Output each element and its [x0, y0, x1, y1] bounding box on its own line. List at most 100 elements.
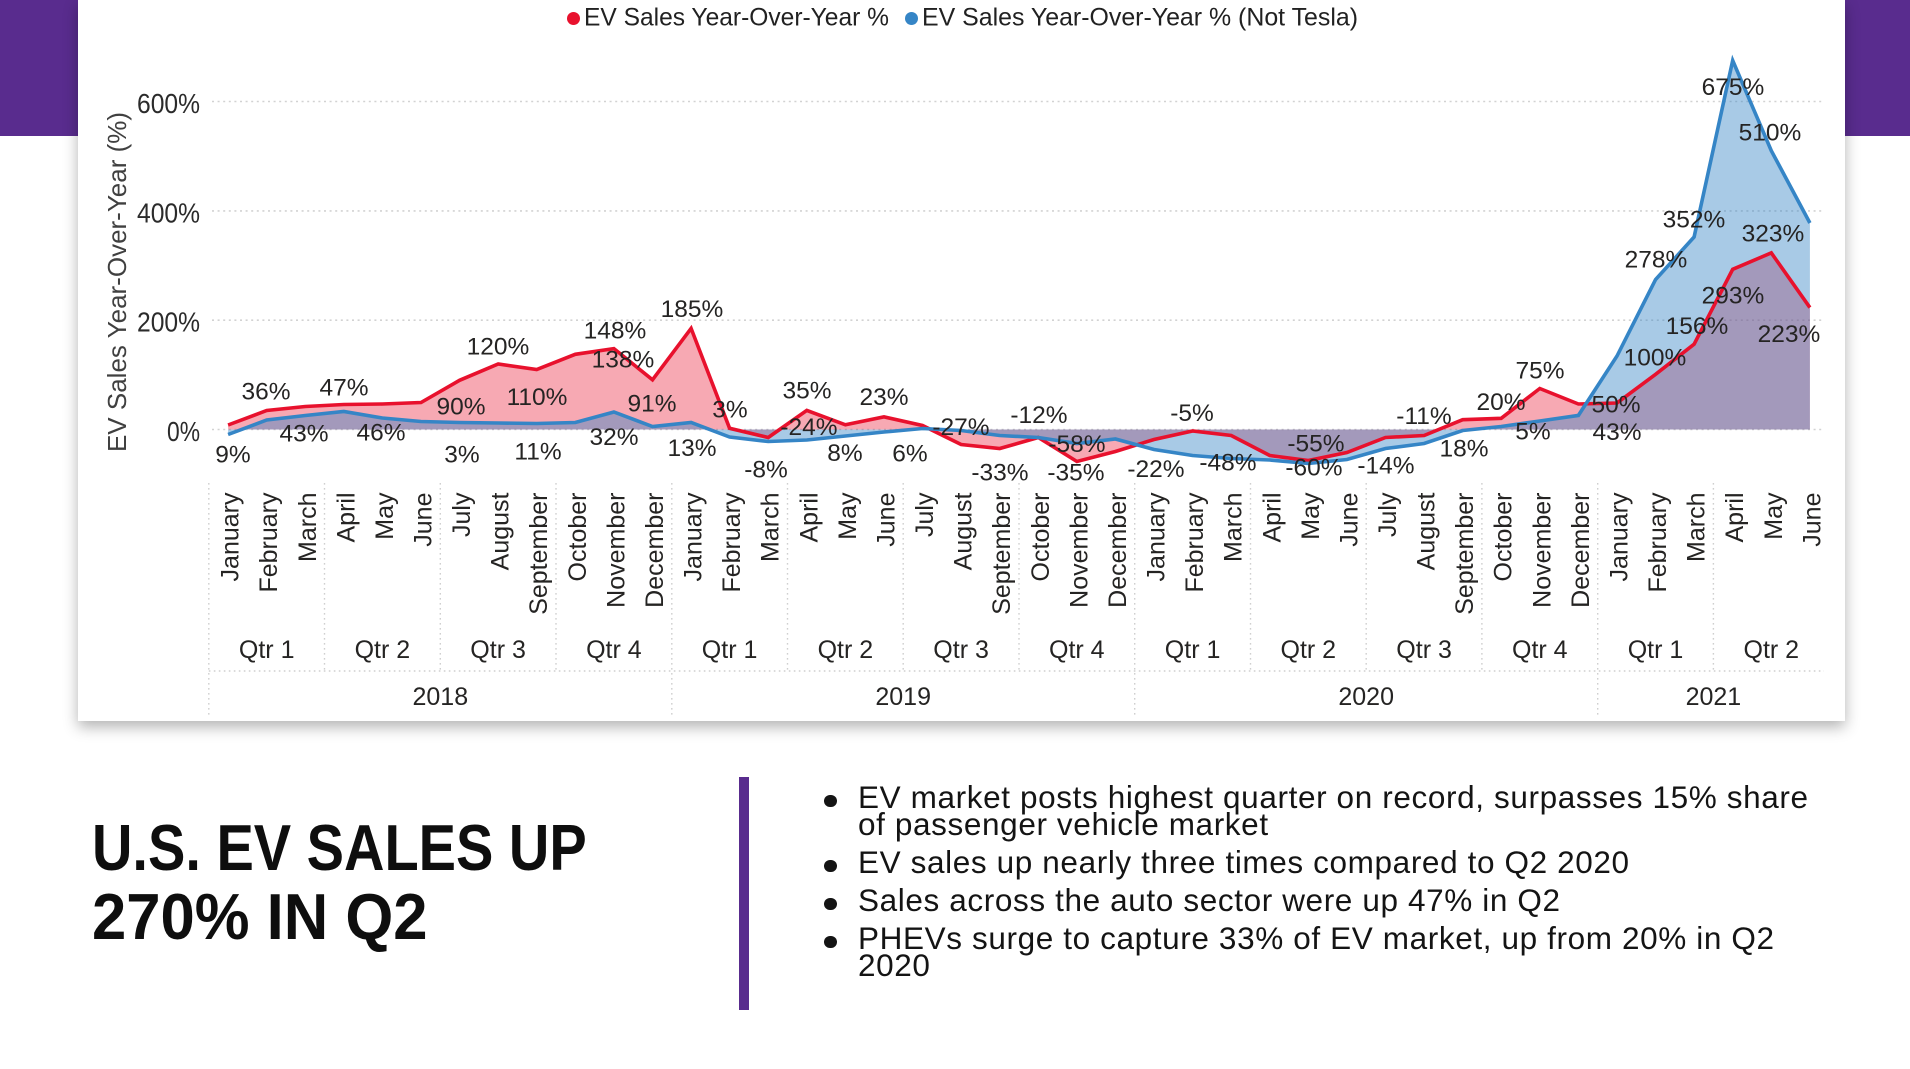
svg-text:323%: 323% — [1742, 221, 1805, 248]
svg-text:May: May — [371, 492, 399, 540]
svg-text:November: November — [1528, 493, 1556, 608]
svg-text:278%: 278% — [1625, 247, 1688, 274]
svg-text:Qtr 2: Qtr 2 — [818, 636, 874, 664]
svg-text:50%: 50% — [1591, 392, 1640, 419]
svg-text:December: December — [1104, 493, 1132, 608]
svg-text:February: February — [255, 492, 283, 593]
svg-text:Qtr 3: Qtr 3 — [1396, 636, 1452, 664]
svg-text:February: February — [718, 492, 746, 593]
svg-text:Qtr 1: Qtr 1 — [1628, 636, 1684, 664]
svg-text:-12%: -12% — [1010, 402, 1067, 429]
svg-text:-48%: -48% — [1199, 450, 1256, 477]
svg-text:February: February — [1181, 492, 1209, 593]
svg-text:January: January — [217, 492, 245, 581]
svg-text:156%: 156% — [1666, 313, 1729, 340]
svg-text:138%: 138% — [592, 347, 655, 374]
svg-text:Qtr 1: Qtr 1 — [1165, 636, 1221, 664]
svg-text:EV Sales Year-Over-Year % (Not: EV Sales Year-Over-Year % (Not Tesla) — [922, 5, 1358, 32]
svg-text:352%: 352% — [1663, 207, 1726, 234]
svg-text:2020: 2020 — [1338, 683, 1394, 711]
svg-text:600%: 600% — [137, 88, 200, 119]
svg-text:July: July — [448, 492, 476, 537]
svg-text:18%: 18% — [1439, 436, 1488, 463]
svg-text:23%: 23% — [859, 384, 908, 411]
svg-text:-55%: -55% — [1287, 431, 1344, 458]
svg-text:June: June — [873, 493, 901, 547]
svg-text:March: March — [757, 493, 785, 562]
svg-text:December: December — [1567, 493, 1595, 608]
svg-text:-14%: -14% — [1357, 453, 1414, 480]
svg-text:-35%: -35% — [1047, 460, 1104, 487]
svg-text:September: September — [988, 493, 1016, 615]
svg-text:Qtr 4: Qtr 4 — [1512, 636, 1568, 664]
svg-text:43%: 43% — [1592, 419, 1641, 446]
svg-text:July: July — [1374, 492, 1402, 537]
svg-text:2021: 2021 — [1686, 683, 1742, 711]
svg-text:-5%: -5% — [1170, 400, 1214, 427]
svg-text:2018: 2018 — [412, 683, 468, 711]
svg-text:January: January — [680, 492, 708, 581]
svg-text:675%: 675% — [1702, 74, 1765, 101]
svg-text:June: June — [1798, 493, 1826, 547]
svg-text:120%: 120% — [467, 334, 530, 361]
svg-text:Qtr 4: Qtr 4 — [586, 636, 642, 664]
svg-text:August: August — [1413, 492, 1441, 570]
svg-text:December: December — [641, 493, 669, 608]
svg-text:-58%: -58% — [1048, 431, 1105, 458]
svg-text:April: April — [1258, 493, 1286, 543]
svg-text:185%: 185% — [661, 296, 724, 323]
svg-text:293%: 293% — [1702, 283, 1765, 310]
svg-text:148%: 148% — [584, 318, 647, 345]
svg-text:-22%: -22% — [1127, 456, 1184, 483]
svg-text:March: March — [1220, 493, 1248, 562]
svg-text:223%: 223% — [1758, 321, 1821, 348]
svg-text:-24%: -24% — [780, 414, 837, 441]
svg-text:100%: 100% — [1624, 345, 1687, 372]
svg-text:5%: 5% — [1515, 419, 1550, 446]
svg-text:Qtr 1: Qtr 1 — [239, 636, 295, 664]
svg-text:35%: 35% — [782, 378, 831, 405]
svg-text:90%: 90% — [436, 394, 485, 421]
svg-text:75%: 75% — [1515, 358, 1564, 385]
svg-text:200%: 200% — [137, 307, 200, 338]
svg-text:Qtr 1: Qtr 1 — [702, 636, 758, 664]
svg-text:11%: 11% — [514, 439, 561, 466]
svg-text:September: September — [1451, 493, 1479, 615]
svg-text:March: March — [1683, 493, 1711, 562]
svg-text:May: May — [834, 492, 862, 540]
svg-text:2019: 2019 — [875, 683, 931, 711]
svg-text:91%: 91% — [627, 391, 676, 418]
svg-text:June: June — [410, 493, 438, 547]
svg-text:-8%: -8% — [744, 457, 788, 484]
svg-text:January: January — [1143, 492, 1171, 581]
svg-text:20%: 20% — [1476, 389, 1525, 416]
svg-text:May: May — [1297, 492, 1325, 540]
svg-text:510%: 510% — [1739, 120, 1802, 147]
svg-text:13%: 13% — [667, 435, 716, 462]
svg-text:3%: 3% — [712, 397, 747, 424]
svg-text:47%: 47% — [319, 375, 368, 402]
svg-text:May: May — [1760, 492, 1788, 540]
svg-text:April: April — [1721, 493, 1749, 543]
svg-text:February: February — [1644, 492, 1672, 593]
svg-text:EV Sales Year-Over-Year (%): EV Sales Year-Over-Year (%) — [102, 112, 132, 452]
svg-text:-27%: -27% — [932, 414, 989, 441]
svg-text:April: April — [332, 493, 360, 543]
svg-text:110%: 110% — [507, 384, 568, 411]
svg-text:Qtr 2: Qtr 2 — [1744, 636, 1800, 664]
svg-text:June: June — [1335, 493, 1363, 547]
svg-text:-60%: -60% — [1285, 455, 1342, 482]
svg-text:April: April — [795, 493, 823, 543]
svg-text:September: September — [525, 493, 553, 615]
svg-text:46%: 46% — [356, 420, 405, 447]
svg-text:0%: 0% — [167, 416, 200, 447]
svg-text:-11%: -11% — [1396, 403, 1451, 430]
svg-text:EV Sales Year-Over-Year %: EV Sales Year-Over-Year % — [584, 5, 889, 32]
svg-text:July: July — [911, 492, 939, 537]
svg-text:43%: 43% — [279, 421, 328, 448]
svg-text:8%: 8% — [827, 440, 862, 467]
svg-text:August: August — [950, 492, 978, 570]
svg-text:Qtr 2: Qtr 2 — [1281, 636, 1337, 664]
svg-text:January: January — [1606, 492, 1634, 581]
svg-text:6%: 6% — [892, 441, 927, 468]
